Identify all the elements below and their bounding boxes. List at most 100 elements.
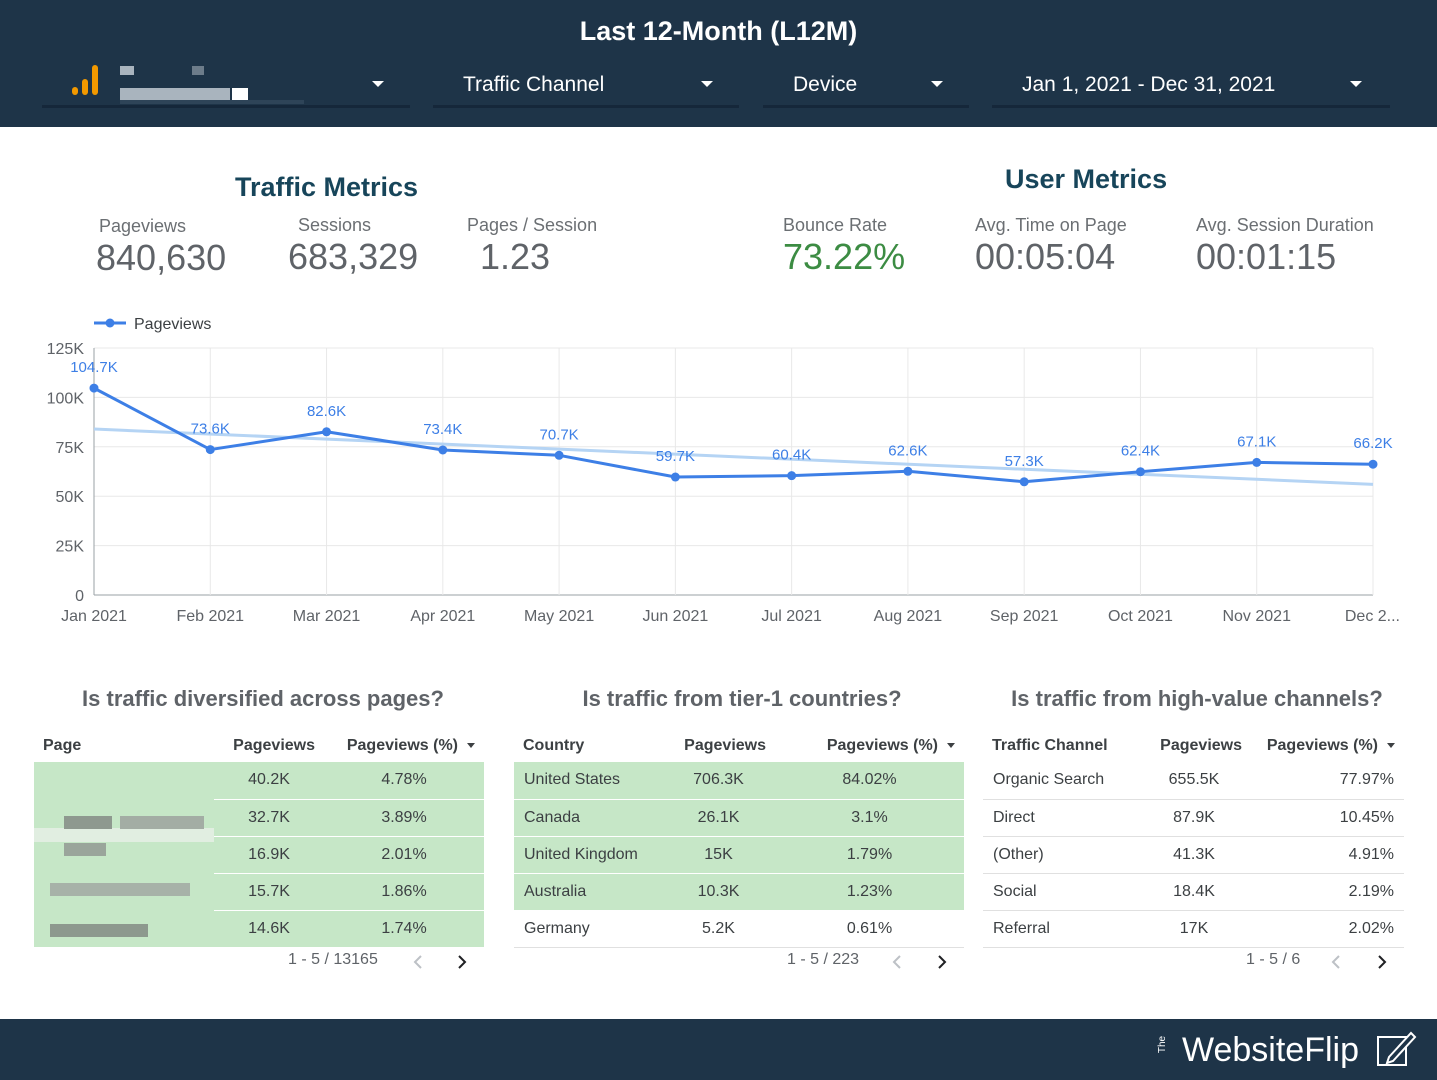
data-point — [787, 471, 797, 481]
x-tick-label: Nov 2021 — [1222, 608, 1291, 625]
y-tick-label: 0 — [75, 588, 84, 605]
column-header-pageviews[interactable]: Pageviews — [233, 737, 315, 754]
table-row[interactable]: United States 706.3K 84.02% — [514, 762, 964, 800]
avg-time-on-page-label: Avg. Time on Page — [975, 215, 1127, 235]
countries-table-title: Is traffic from tier-1 countries? — [582, 686, 902, 711]
data-label: 67.1K — [1237, 433, 1276, 450]
channel-cell: Direct — [983, 799, 1137, 837]
pageviews-metric-label: Pageviews — [99, 216, 187, 236]
channels-table-title: Is traffic from high-value channels? — [1011, 686, 1383, 711]
channels-pagination-label: 1 - 5 / 6 — [1246, 951, 1301, 968]
column-header-page[interactable]: Page — [43, 737, 82, 754]
pageviews-series-line — [93, 386, 1374, 484]
pct-cell: 4.91% — [1251, 836, 1404, 874]
traffic-channel-dropdown[interactable]: Traffic Channel — [433, 62, 739, 108]
pct-cell: 0.61% — [775, 910, 964, 948]
column-header-pageviews-pct[interactable]: Pageviews (%) — [775, 730, 964, 762]
chevron-left-icon — [1331, 955, 1340, 969]
table-row[interactable]: Organic Search 655.5K 77.97% — [983, 762, 1404, 800]
data-label: 73.4K — [423, 421, 462, 438]
y-tick-label: 125K — [47, 341, 85, 358]
pct-cell: 2.19% — [1251, 873, 1404, 911]
account-selector-dropdown[interactable] — [42, 62, 410, 108]
previous-page-button[interactable] — [1328, 954, 1344, 970]
avg-time-on-page-value: 00:05:04 — [975, 236, 1116, 277]
pct-cell: 1.23% — [775, 873, 964, 911]
pageviews-cell: 16.9K — [214, 836, 324, 874]
channel-cell: Organic Search — [983, 762, 1137, 800]
sort-desc-icon — [947, 743, 955, 749]
data-point — [903, 466, 913, 476]
table-row[interactable]: United Kingdom 15K 1.79% — [514, 836, 964, 874]
country-cell: Canada — [514, 799, 662, 837]
next-page-button[interactable] — [454, 954, 470, 970]
pageviews-metric-value: 840,630 — [96, 237, 227, 278]
pageviews-cell: 40.2K — [214, 762, 324, 800]
table-row[interactable]: 32.7K 3.89% — [34, 799, 484, 837]
data-label: 57.3K — [1005, 453, 1044, 470]
data-point — [1019, 477, 1029, 487]
table-row[interactable]: Australia 10.3K 1.23% — [514, 873, 964, 911]
trend-line — [93, 427, 1374, 486]
pages-table: Page Pageviews Pageviews (%) 40.2K 4.78%… — [34, 730, 484, 948]
table-row[interactable]: 40.2K 4.78% — [34, 762, 484, 947]
y-tick-label: 100K — [47, 390, 85, 407]
country-cell: Germany — [514, 910, 662, 948]
pageviews-cell: 15.7K — [214, 873, 324, 911]
data-label: 66.2K — [1353, 435, 1392, 452]
data-point — [554, 450, 564, 460]
channels-table: Traffic Channel Pageviews Pageviews (%) … — [983, 730, 1404, 948]
date-range-dropdown[interactable]: Jan 1, 2021 - Dec 31, 2021 — [992, 62, 1390, 108]
edit-flip-icon — [1377, 1031, 1417, 1066]
column-header-country[interactable]: Country — [523, 737, 585, 754]
data-point — [205, 445, 215, 455]
table-row[interactable]: 14.6K 1.74% — [34, 910, 484, 948]
table-row[interactable]: (Other) 41.3K 4.91% — [983, 836, 1404, 874]
pct-cell: 77.97% — [1251, 762, 1404, 800]
legend-marker — [105, 318, 115, 328]
table-row[interactable]: 15.7K 1.86% — [34, 873, 484, 911]
pct-cell: 1.79% — [775, 836, 964, 874]
pages-per-session-label: Pages / Session — [467, 215, 598, 235]
previous-page-button[interactable] — [889, 954, 905, 970]
avg-session-duration-value: 00:01:15 — [1196, 236, 1337, 277]
brand-prefix: The — [1156, 1035, 1168, 1054]
x-tick-label: Oct 2021 — [1108, 608, 1173, 625]
x-tick-label: Feb 2021 — [176, 608, 244, 625]
sort-desc-icon — [1387, 743, 1395, 749]
redacted-page-urls — [34, 762, 214, 947]
column-header-traffic-channel[interactable]: Traffic Channel — [992, 737, 1108, 754]
device-dropdown[interactable]: Device — [763, 62, 969, 108]
channel-cell: Referral — [983, 910, 1137, 948]
sessions-metric-value: 683,329 — [288, 236, 419, 277]
table-row[interactable]: Direct 87.9K 10.45% — [983, 799, 1404, 837]
table-row[interactable]: Social 18.4K 2.19% — [983, 873, 1404, 911]
column-header-pageviews-pct-label: Pageviews (%) — [826, 737, 938, 754]
table-row[interactable]: Canada 26.1K 3.1% — [514, 799, 964, 837]
column-header-pageviews-pct-label: Pageviews (%) — [1266, 737, 1378, 754]
pct-cell: 3.1% — [775, 799, 964, 837]
column-header-pageviews-pct[interactable]: Pageviews (%) — [1251, 730, 1404, 762]
column-header-pageviews[interactable]: Pageviews — [1160, 737, 1242, 754]
table-header-row: Page Pageviews Pageviews (%) — [34, 730, 484, 762]
pct-cell: 2.02% — [1251, 910, 1404, 948]
data-label: 104.7K — [70, 359, 118, 376]
previous-page-button[interactable] — [410, 954, 426, 970]
channel-cell: (Other) — [983, 836, 1137, 874]
next-page-button[interactable] — [1374, 954, 1390, 970]
x-tick-label: Mar 2021 — [293, 608, 361, 625]
column-header-pageviews[interactable]: Pageviews — [684, 737, 766, 754]
pages-pagination-label: 1 - 5 / 13165 — [288, 951, 378, 968]
pageviews-cell: 18.4K — [1137, 873, 1251, 911]
table-row[interactable]: 16.9K 2.01% — [34, 836, 484, 874]
column-header-pageviews-pct[interactable]: Pageviews (%) — [324, 730, 484, 762]
table-row[interactable]: Germany 5.2K 0.61% — [514, 910, 964, 948]
header-bar: Last 12-Month (L12M) Traffic Channel Dev… — [0, 0, 1437, 127]
pct-cell: 1.86% — [324, 873, 484, 911]
chevron-right-icon — [458, 955, 467, 969]
next-page-button[interactable] — [934, 954, 950, 970]
table-row[interactable]: Referral 17K 2.02% — [983, 910, 1404, 948]
chevron-right-icon — [938, 955, 947, 969]
pages-table-title: Is traffic diversified across pages? — [82, 686, 444, 711]
footer-bar: The WebsiteFlip — [0, 1019, 1437, 1080]
